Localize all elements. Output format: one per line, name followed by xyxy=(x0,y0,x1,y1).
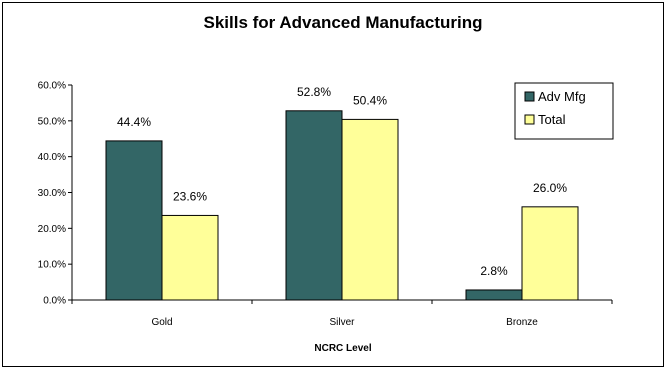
legend-swatch xyxy=(524,114,535,125)
y-tick-label: 50.0% xyxy=(38,116,66,127)
bar-adv-mfg xyxy=(105,140,163,301)
legend-label: Adv Mfg xyxy=(538,89,586,104)
bar-total xyxy=(341,118,399,301)
legend: Adv Mfg Total xyxy=(514,82,614,140)
x-axis-label: NCRC Level xyxy=(314,343,371,354)
chart-title: Skills for Advanced Manufacturing xyxy=(204,13,483,32)
y-tick-label: 60.0% xyxy=(38,81,66,92)
plot-area: 0.0% 10.0% 20.0% 30.0% 40.0% 50.0% 60.0% Gold 44… xyxy=(38,81,613,328)
y-tick-label: 10.0% xyxy=(38,260,66,271)
bar-adv-mfg xyxy=(465,289,523,301)
y-tick-label: 30.0% xyxy=(38,188,66,199)
data-label: 26.0% xyxy=(533,181,567,195)
data-label: 52.8% xyxy=(297,85,331,99)
data-label: 2.8% xyxy=(480,264,508,278)
bar-total xyxy=(521,206,579,301)
x-category-label: Gold xyxy=(151,317,172,328)
data-label: 50.4% xyxy=(353,93,387,107)
data-label: 44.4% xyxy=(117,115,151,129)
y-tick-label: 0.0% xyxy=(43,296,66,307)
legend-swatch xyxy=(524,91,535,102)
data-label: 23.6% xyxy=(173,189,207,203)
x-category-label: Silver xyxy=(329,317,355,328)
legend-label: Total xyxy=(538,112,566,127)
y-tick-label: 40.0% xyxy=(38,152,66,163)
bar-total xyxy=(161,214,219,301)
x-category-label: Bronze xyxy=(506,317,538,328)
bar-adv-mfg xyxy=(285,110,343,301)
y-tick-label: 20.0% xyxy=(38,224,66,235)
